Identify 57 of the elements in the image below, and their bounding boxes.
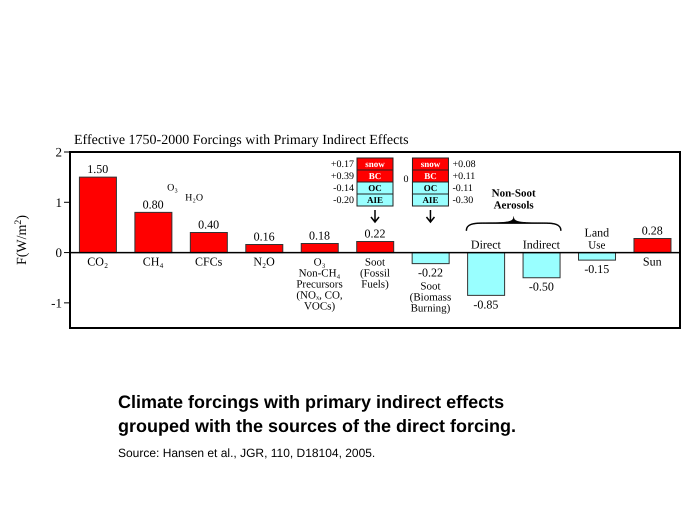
x-tick-label: Soot (Biomass Burning) — [410, 280, 452, 315]
annotation: BC — [368, 171, 382, 181]
bar — [633, 238, 672, 254]
annotation: -0.14 — [333, 183, 354, 194]
x-tick-label: N₂O — [253, 254, 276, 269]
annotation: +0.39 — [330, 171, 354, 182]
data-label: 0.40 — [198, 217, 220, 232]
x-tick-label: CO₂ — [87, 254, 108, 269]
annotation: +0.08 — [452, 159, 476, 170]
annotation: +0.17 — [330, 159, 354, 170]
data-label: 0.28 — [642, 223, 663, 238]
y-tick-label: 1 — [56, 194, 62, 210]
data-label: -0.22 — [418, 266, 443, 280]
bar — [522, 252, 561, 278]
x-tick-label: Indirect — [522, 238, 561, 252]
annotation: AIE — [366, 195, 384, 205]
data-label: 0.16 — [254, 230, 275, 244]
text: Climate forcings with primary indirect effects grouped with the sources of the direct forcing. — [118, 391, 518, 438]
annotation: H₂O — [185, 192, 204, 204]
data-label: -0.50 — [528, 280, 554, 294]
data-label: -0.85 — [473, 297, 498, 312]
data-label: 1.50 — [87, 162, 108, 176]
y-tick-label: 0 — [56, 245, 62, 260]
x-tick-label: CH₄ — [142, 254, 164, 269]
data-label: 0.22 — [364, 226, 386, 241]
annotation: +0.11 — [452, 171, 476, 182]
annotation: O₃ — [167, 182, 178, 194]
bar — [356, 241, 394, 254]
annotation: -0.20 — [333, 195, 354, 206]
annotation: AIE — [422, 195, 438, 205]
annotation: 0 — [403, 174, 408, 185]
annotation: BC — [424, 171, 437, 181]
bar — [467, 252, 506, 296]
annotation: snow — [420, 159, 441, 169]
y-tick-label: -1 — [51, 295, 62, 310]
x-tick-label: Soot (Fossil Fuels) — [360, 256, 390, 291]
bar — [300, 243, 339, 254]
chart-title: Effective 1750-2000 Forcings with Primary Indirect Effects — [74, 133, 409, 148]
x-tick-label: Direct — [470, 238, 502, 252]
annotation: OC — [424, 183, 438, 193]
data-label: 0.80 — [142, 197, 164, 212]
x-tick-label: Sun — [642, 254, 662, 269]
data-label: 0.18 — [309, 228, 330, 243]
x-tick-label: Land Use — [584, 226, 610, 252]
data-label: -0.15 — [584, 262, 610, 276]
bar — [78, 176, 117, 254]
bar — [134, 212, 172, 254]
bar — [190, 232, 228, 254]
x-tick-label: O₃ Non-CH₄ Precursors (NOₓ, CO, VOCs) — [296, 256, 343, 313]
annotation: Non-Soot Aerosols — [492, 188, 536, 212]
y-tick-label: 2 — [56, 144, 62, 160]
annotation: snow — [365, 159, 386, 169]
source-note: Source: Hansen et al., JGR, 110, D18104, 2005. — [118, 446, 376, 460]
annotation: -0.30 — [452, 195, 474, 206]
annotation: -0.11 — [452, 183, 473, 194]
annotation: OC — [368, 183, 382, 193]
x-tick-label: CFCs — [194, 254, 223, 269]
